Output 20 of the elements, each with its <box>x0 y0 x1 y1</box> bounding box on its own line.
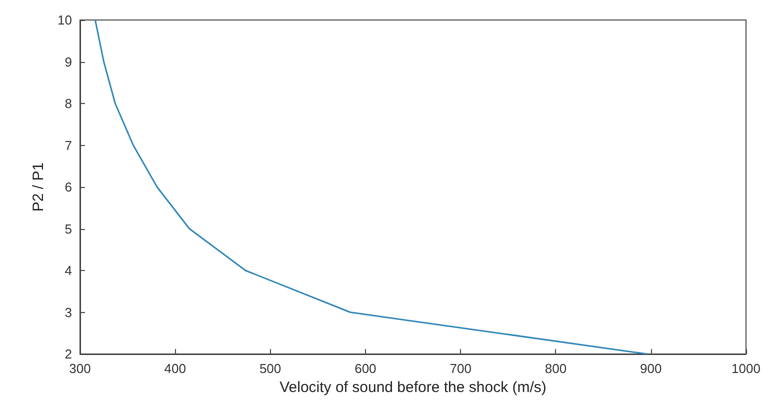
y-tick-label: 2 <box>64 346 72 362</box>
x-tick-label: 900 <box>640 361 662 376</box>
x-tick-label: 600 <box>354 361 376 376</box>
y-tick-label: 9 <box>64 54 72 70</box>
line-series <box>94 19 648 355</box>
y-tick-label: 4 <box>64 263 72 278</box>
x-tick-label: 800 <box>544 361 567 376</box>
x-tick-label: 300 <box>69 361 91 376</box>
x-axis-title: Velocity of sound before the shock (m/s) <box>280 378 546 396</box>
y-tick-label: 6 <box>64 180 72 194</box>
y-tick-label: 5 <box>64 221 72 236</box>
y-tick-label: 8 <box>64 96 72 111</box>
y-tick-label: 7 <box>64 138 72 153</box>
y-tick-label: 3 <box>64 304 72 320</box>
y-tick-label: 10 <box>58 12 72 28</box>
x-tick-label: 500 <box>259 361 282 376</box>
y-axis-title: P2 / P1 <box>30 162 47 212</box>
x-tick-label: 1000 <box>732 361 760 376</box>
x-tick-label: 700 <box>450 361 472 376</box>
x-tick-label: 400 <box>164 361 186 376</box>
